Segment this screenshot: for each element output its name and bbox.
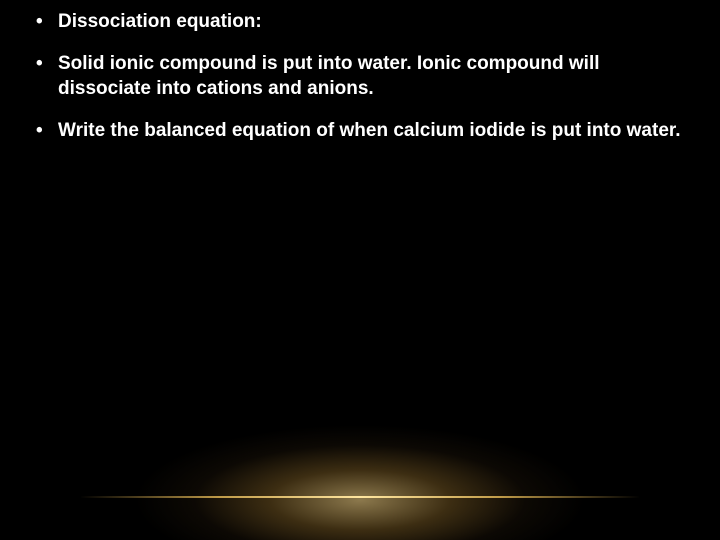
bullet-list: Dissociation equation: Solid ionic compo… (30, 10, 690, 143)
bottom-glow (60, 400, 660, 540)
bullet-text: Write the balanced equation of when calc… (58, 120, 681, 141)
list-item: Write the balanced equation of when calc… (30, 119, 690, 143)
bullet-text: Dissociation equation: (58, 11, 262, 32)
glow-underline (80, 496, 640, 498)
list-item: Solid ionic compound is put into water. … (30, 52, 690, 101)
slide: Dissociation equation: Solid ionic compo… (0, 0, 720, 540)
bullet-text: Solid ionic compound is put into water. … (58, 53, 600, 98)
list-item: Dissociation equation: (30, 10, 690, 34)
slide-content: Dissociation equation: Solid ionic compo… (0, 10, 720, 161)
